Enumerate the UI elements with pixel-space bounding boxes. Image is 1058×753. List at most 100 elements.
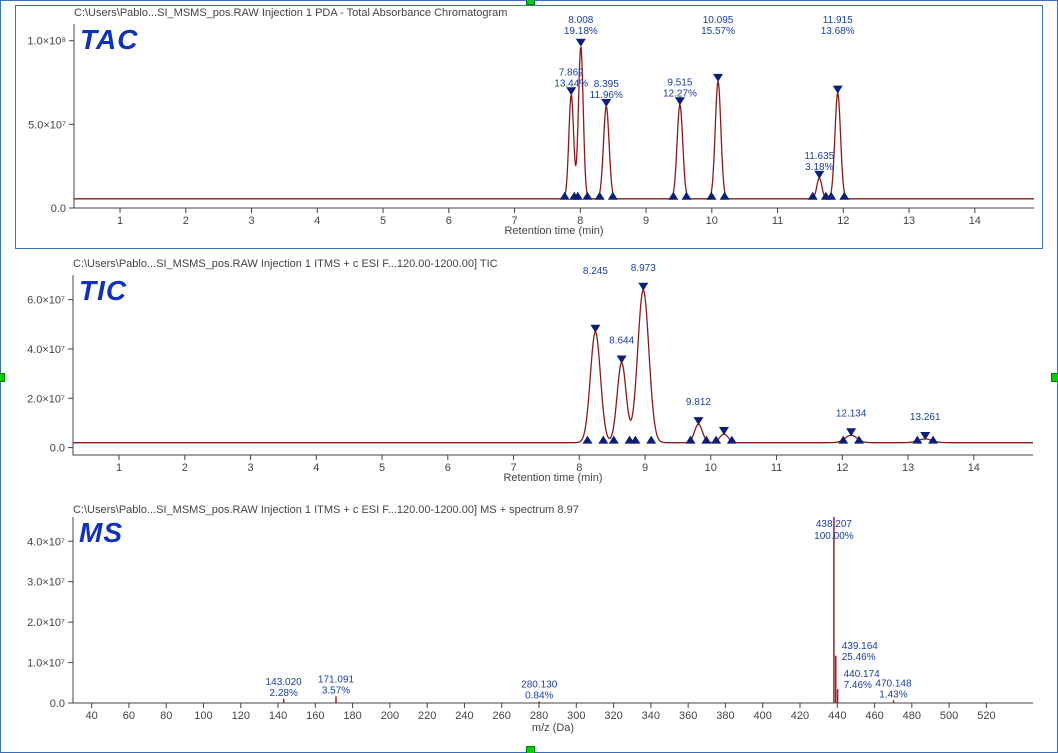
- svg-text:8.008: 8.008: [568, 15, 593, 26]
- svg-text:3.18%: 3.18%: [805, 162, 833, 173]
- tac-chart[interactable]: 1234567891011121314Retention time (min)0…: [16, 6, 1044, 250]
- svg-text:4.0×10⁷: 4.0×10⁷: [27, 536, 65, 548]
- svg-text:160: 160: [306, 710, 324, 722]
- tac-panel[interactable]: C:\Users\Pablo...SI_MSMS_pos.RAW Injecti…: [15, 5, 1043, 249]
- svg-text:1: 1: [117, 215, 123, 227]
- svg-text:3: 3: [248, 215, 254, 227]
- svg-text:220: 220: [418, 710, 436, 722]
- svg-text:2.0×10⁷: 2.0×10⁷: [27, 393, 65, 405]
- svg-text:13.261: 13.261: [910, 412, 941, 423]
- svg-text:2.28%: 2.28%: [269, 688, 297, 699]
- svg-text:8.245: 8.245: [583, 266, 608, 277]
- svg-text:7.46%: 7.46%: [844, 680, 872, 691]
- svg-text:1.0×10⁸: 1.0×10⁸: [27, 36, 66, 48]
- ms-title: C:\Users\Pablo...SI_MSMS_pos.RAW Injecti…: [73, 504, 579, 516]
- svg-text:1: 1: [116, 462, 122, 474]
- svg-text:200: 200: [381, 710, 399, 722]
- svg-text:60: 60: [123, 710, 135, 722]
- tic-chart[interactable]: 1234567891011121314Retention time (min)0…: [15, 257, 1043, 497]
- svg-text:13: 13: [903, 215, 915, 227]
- svg-text:9.812: 9.812: [686, 397, 711, 408]
- svg-text:80: 80: [160, 710, 172, 722]
- tic-title: C:\Users\Pablo...SI_MSMS_pos.RAW Injecti…: [73, 258, 498, 270]
- svg-text:3.0×10⁷: 3.0×10⁷: [27, 577, 65, 589]
- svg-text:10: 10: [705, 462, 717, 474]
- svg-text:2.0×10⁷: 2.0×10⁷: [27, 617, 65, 629]
- selection-handle-left[interactable]: [0, 373, 5, 382]
- svg-text:Retention time (min): Retention time (min): [504, 225, 603, 237]
- selection-handle-top[interactable]: [526, 0, 535, 5]
- tac-title: C:\Users\Pablo...SI_MSMS_pos.RAW Injecti…: [74, 7, 507, 19]
- svg-text:300: 300: [567, 710, 585, 722]
- svg-text:5: 5: [379, 462, 385, 474]
- svg-text:6: 6: [445, 462, 451, 474]
- svg-text:12.134: 12.134: [836, 408, 867, 419]
- svg-text:8.395: 8.395: [594, 79, 619, 90]
- svg-text:1.0×10⁷: 1.0×10⁷: [27, 658, 65, 670]
- svg-text:40: 40: [86, 710, 98, 722]
- svg-text:10.095: 10.095: [703, 15, 734, 26]
- svg-text:420: 420: [791, 710, 809, 722]
- svg-text:340: 340: [642, 710, 660, 722]
- svg-text:500: 500: [940, 710, 958, 722]
- svg-text:9.515: 9.515: [667, 77, 692, 88]
- tac-overlay-label: TAC: [80, 24, 138, 56]
- svg-text:14: 14: [968, 462, 980, 474]
- selection-handle-bottom[interactable]: [526, 746, 535, 753]
- svg-text:10: 10: [706, 215, 718, 227]
- svg-text:5.0×10⁷: 5.0×10⁷: [28, 119, 66, 131]
- svg-text:4.0×10⁷: 4.0×10⁷: [27, 344, 65, 356]
- svg-text:9: 9: [642, 462, 648, 474]
- svg-text:9: 9: [643, 215, 649, 227]
- svg-text:140: 140: [269, 710, 287, 722]
- svg-text:100: 100: [194, 710, 212, 722]
- svg-text:280: 280: [530, 710, 548, 722]
- svg-text:0.0: 0.0: [50, 443, 65, 455]
- svg-text:3.57%: 3.57%: [322, 685, 350, 696]
- tic-panel[interactable]: C:\Users\Pablo...SI_MSMS_pos.RAW Injecti…: [15, 257, 1043, 497]
- svg-text:0.0: 0.0: [51, 203, 66, 215]
- svg-text:180: 180: [343, 710, 361, 722]
- svg-text:320: 320: [604, 710, 622, 722]
- svg-text:11: 11: [772, 215, 783, 227]
- svg-text:2: 2: [182, 462, 188, 474]
- svg-text:15.57%: 15.57%: [701, 26, 735, 37]
- svg-text:14: 14: [969, 215, 981, 227]
- svg-text:360: 360: [679, 710, 697, 722]
- ms-panel[interactable]: C:\Users\Pablo...SI_MSMS_pos.RAW Injecti…: [15, 503, 1043, 747]
- svg-text:100.00%: 100.00%: [814, 531, 854, 542]
- selection-handle-right[interactable]: [1051, 373, 1058, 382]
- svg-text:5: 5: [380, 215, 386, 227]
- svg-text:380: 380: [716, 710, 734, 722]
- svg-text:25.46%: 25.46%: [842, 652, 876, 663]
- svg-text:11.635: 11.635: [804, 151, 834, 162]
- svg-text:m/z (Da): m/z (Da): [532, 722, 574, 734]
- svg-text:13.68%: 13.68%: [821, 26, 855, 37]
- svg-text:460: 460: [865, 710, 883, 722]
- svg-text:8.973: 8.973: [631, 263, 656, 274]
- svg-text:439.164: 439.164: [842, 641, 879, 652]
- svg-text:520: 520: [977, 710, 995, 722]
- ms-overlay-label: MS: [79, 517, 123, 549]
- svg-text:4: 4: [313, 462, 319, 474]
- svg-text:440: 440: [828, 710, 846, 722]
- svg-text:7.862: 7.862: [559, 67, 584, 78]
- svg-text:12: 12: [837, 215, 849, 227]
- svg-text:2: 2: [183, 215, 189, 227]
- svg-text:480: 480: [903, 710, 921, 722]
- svg-text:240: 240: [455, 710, 473, 722]
- svg-text:13.44%: 13.44%: [554, 78, 588, 89]
- svg-text:0.84%: 0.84%: [525, 690, 553, 701]
- chromatogram-view: C:\Users\Pablo...SI_MSMS_pos.RAW Injecti…: [0, 0, 1058, 753]
- svg-text:13: 13: [902, 462, 914, 474]
- svg-text:19.18%: 19.18%: [564, 26, 598, 37]
- ms-chart[interactable]: 4060801001201401601802002202402602803003…: [15, 503, 1043, 747]
- tic-overlay-label: TIC: [79, 275, 127, 307]
- svg-text:11.915: 11.915: [823, 15, 853, 26]
- svg-text:11: 11: [771, 462, 782, 474]
- svg-text:12.27%: 12.27%: [663, 88, 697, 99]
- svg-text:4: 4: [314, 215, 320, 227]
- svg-text:470.148: 470.148: [875, 678, 912, 689]
- svg-text:120: 120: [232, 710, 250, 722]
- svg-text:280.130: 280.130: [521, 679, 558, 690]
